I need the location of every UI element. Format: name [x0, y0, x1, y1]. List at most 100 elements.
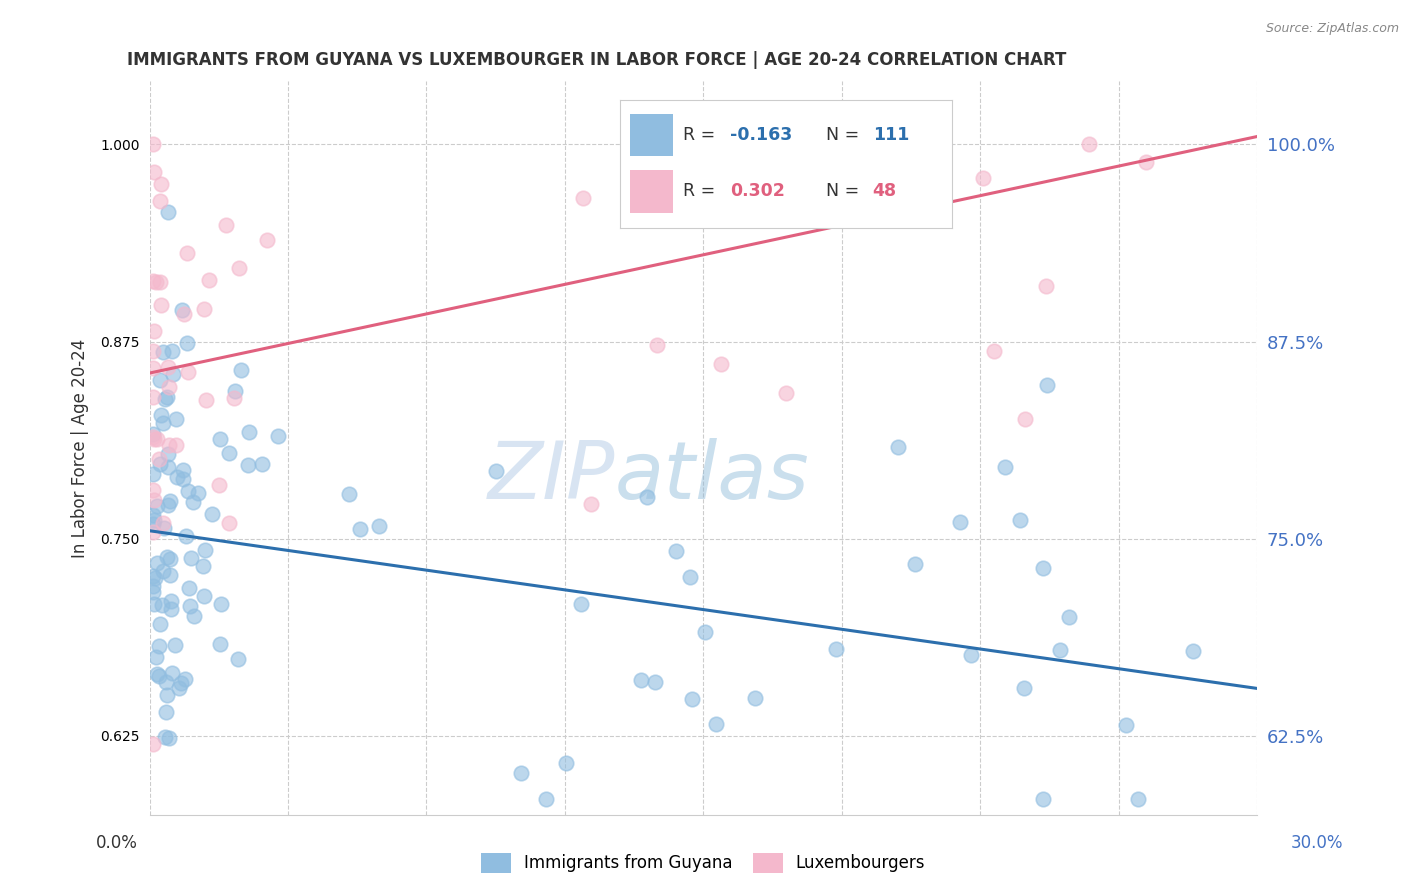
Point: [157, 498, 180, 512]
Point: [972, 170, 994, 185]
Point: [150, 178, 173, 192]
Point: [142, 585, 165, 599]
Point: [149, 617, 172, 632]
Point: [142, 569, 165, 583]
Point: [166, 470, 188, 484]
Text: IMMIGRANTS FROM GUYANA VS LUXEMBOURGER IN LABOR FORCE | AGE 20-24 CORRELATION CH: IMMIGRANTS FROM GUYANA VS LUXEMBOURGER I…: [128, 51, 1067, 69]
Point: [155, 705, 177, 719]
Point: [155, 730, 177, 744]
Point: [208, 477, 231, 491]
Point: [224, 384, 246, 398]
Text: 30.0%: 30.0%: [1291, 834, 1343, 852]
Point: [148, 669, 170, 683]
Point: [152, 416, 174, 430]
Point: [152, 521, 174, 535]
Point: [201, 507, 224, 521]
Point: [994, 460, 1017, 475]
Point: [143, 165, 166, 179]
Point: [176, 336, 198, 351]
Point: [165, 438, 187, 452]
Point: [665, 543, 688, 558]
Text: atlas: atlas: [614, 438, 810, 516]
Point: [485, 464, 508, 478]
Point: [142, 483, 165, 498]
Point: [148, 639, 170, 653]
Point: [145, 275, 167, 289]
Point: [236, 458, 259, 472]
Point: [143, 493, 166, 508]
Point: [156, 688, 179, 702]
Point: [215, 219, 238, 233]
Point: [149, 194, 172, 209]
Point: [1036, 378, 1059, 392]
Point: [948, 515, 970, 529]
Point: [179, 599, 201, 613]
Point: [157, 731, 180, 745]
Point: [156, 549, 179, 564]
Point: [163, 638, 186, 652]
Point: [156, 205, 179, 219]
Point: [179, 581, 201, 595]
Point: [152, 344, 174, 359]
Point: [155, 675, 177, 690]
Point: [256, 233, 278, 247]
Point: [173, 462, 195, 476]
Point: [160, 601, 183, 615]
Point: [152, 564, 174, 578]
Point: [162, 666, 184, 681]
Point: [193, 590, 215, 604]
Point: [569, 597, 592, 611]
Point: [510, 766, 533, 780]
Point: [142, 390, 165, 404]
Point: [156, 390, 179, 404]
Point: [636, 490, 658, 504]
Point: [218, 445, 240, 459]
Point: [681, 692, 703, 706]
Point: [146, 667, 169, 681]
Point: [555, 756, 578, 770]
Point: [581, 496, 603, 510]
Point: [152, 516, 174, 530]
Legend: Immigrants from Guyana, Luxembourgers: Immigrants from Guyana, Luxembourgers: [474, 847, 932, 880]
Point: [145, 556, 167, 570]
Point: [536, 792, 558, 806]
Point: [226, 652, 249, 666]
Y-axis label: In Labor Force | Age 20-24: In Labor Force | Age 20-24: [72, 338, 89, 558]
Point: [695, 624, 717, 639]
Point: [644, 674, 666, 689]
Point: [195, 392, 218, 407]
Point: [904, 558, 927, 572]
Point: [150, 298, 173, 312]
Point: [187, 485, 209, 500]
Point: [160, 594, 183, 608]
Point: [157, 380, 180, 394]
Point: [208, 637, 231, 651]
Point: [145, 650, 167, 665]
Point: [145, 571, 167, 585]
Point: [155, 392, 177, 406]
Point: [170, 676, 193, 690]
Point: [142, 525, 165, 540]
Point: [704, 716, 727, 731]
Point: [198, 273, 221, 287]
Point: [1012, 681, 1035, 695]
Point: [142, 512, 165, 526]
Point: [222, 391, 245, 405]
Point: [142, 433, 165, 447]
Point: [142, 137, 165, 152]
Point: [1057, 609, 1080, 624]
Point: [174, 528, 197, 542]
Point: [152, 598, 174, 612]
Point: [160, 343, 183, 358]
Point: [218, 516, 240, 530]
Point: [1032, 561, 1054, 575]
Point: [142, 467, 165, 482]
Point: [645, 338, 668, 352]
Point: [710, 357, 733, 371]
Point: [142, 516, 165, 531]
Point: [181, 494, 204, 508]
Point: [156, 447, 179, 461]
Point: [159, 494, 181, 508]
Point: [231, 363, 253, 377]
Point: [169, 681, 191, 695]
